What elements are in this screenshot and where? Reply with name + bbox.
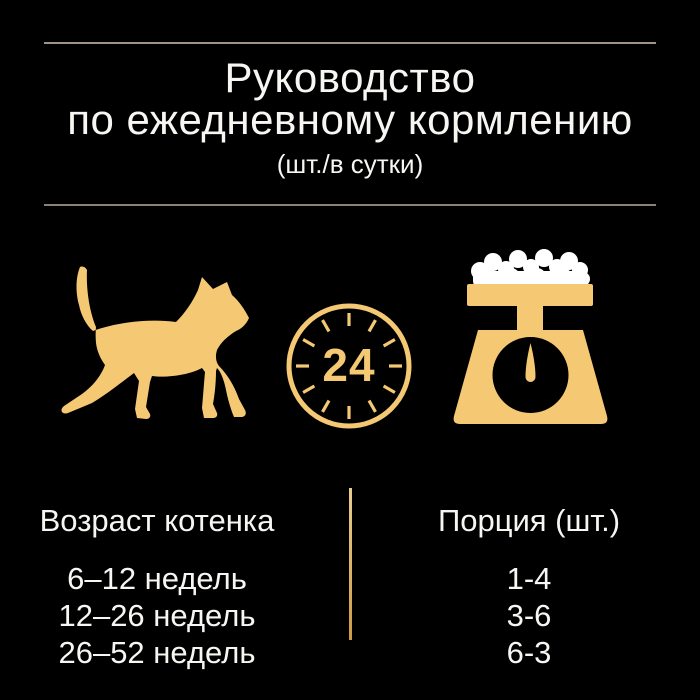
age-row: 26–52 недель — [58, 635, 256, 670]
portion-row: 6-3 — [506, 635, 552, 670]
bottom-rule — [44, 204, 656, 206]
scale-body — [453, 284, 608, 424]
column-divider — [349, 488, 352, 640]
clock-ring — [286, 303, 412, 429]
age-row: 12–26 недель — [58, 598, 256, 633]
clock-hours-label: 24 — [322, 338, 376, 391]
scale-needle — [525, 343, 536, 382]
kibble-pile — [471, 249, 590, 287]
portion-column-rows: 1-4 3-6 6-3 — [379, 560, 679, 671]
portion-row: 1-4 — [506, 561, 552, 596]
page-title-line2: по ежедневному кормлению — [67, 96, 633, 143]
cat-icon — [61, 266, 249, 419]
clock-24h-icon: 24 — [284, 301, 414, 431]
portion-column-header: Порция (шт.) — [437, 503, 621, 538]
page-title-line1: Руководство — [224, 54, 476, 101]
portion-row: 3-6 — [506, 598, 552, 633]
age-row: 6–12 недель — [67, 561, 247, 596]
age-column-header: Возраст котенка — [39, 503, 275, 538]
age-column-rows: 6–12 недель 12–26 недель 26–52 недель — [7, 560, 307, 671]
page-subtitle: (шт./в сутки) — [276, 149, 424, 179]
top-rule — [44, 42, 656, 44]
scale-icon — [453, 249, 608, 424]
clock-ticks — [296, 313, 402, 419]
